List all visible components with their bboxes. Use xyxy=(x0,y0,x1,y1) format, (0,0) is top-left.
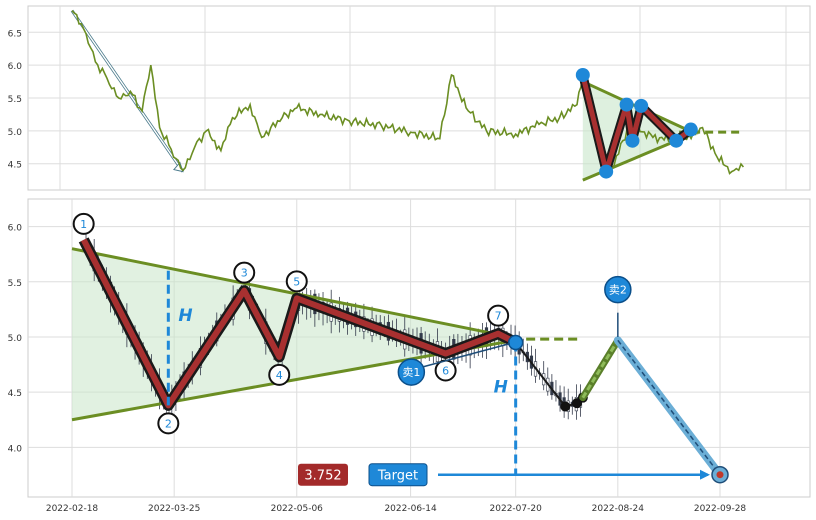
pivot-label-text: 6 xyxy=(442,365,449,378)
pivot-label-circle xyxy=(72,212,95,235)
detail-x-tick-label: 2022-07-20 xyxy=(490,504,543,514)
target-value-text: 3.752 xyxy=(304,469,341,484)
detail-x-tick-labels: 2022-02-18 2022-03-25 2022-05-06 2022-06-14… xyxy=(46,504,747,514)
pivot-label-circle xyxy=(233,261,256,284)
detail-y-tick-label: 5.0 xyxy=(8,334,23,344)
overview-pivot-point xyxy=(599,164,614,179)
overview-y-tick-label: 5.5 xyxy=(8,95,22,105)
target-point-inner xyxy=(716,471,724,479)
detail-breakout-point xyxy=(507,334,524,351)
detail-forecast-point xyxy=(560,401,571,412)
detail-zigzag xyxy=(78,237,519,411)
overview-pivot-point xyxy=(634,98,649,113)
sell-label-text: 卖2 xyxy=(609,284,627,297)
overview-pattern xyxy=(575,68,744,182)
sell-label-circle xyxy=(604,275,632,304)
overview-pivot-point xyxy=(575,68,590,82)
overview-arrow-head xyxy=(172,161,184,173)
detail-forecast xyxy=(507,334,724,479)
pivot-label-text: 7 xyxy=(495,310,502,323)
pivot-label-text: 3 xyxy=(241,267,248,280)
detail-x-tick-label: 2022-02-18 xyxy=(46,504,99,514)
detail-x-tick-label: 2022-09-28 xyxy=(694,504,747,514)
overview-arrow-core xyxy=(71,10,184,172)
pivot-label-text: 2 xyxy=(165,417,172,430)
target-label-text: Target xyxy=(377,469,418,484)
detail-x-tick-label: 2022-08-24 xyxy=(592,504,645,514)
pivot-label-circle xyxy=(487,304,510,327)
sell-label-text: 卖1 xyxy=(402,366,420,379)
sell-label-circle xyxy=(397,358,426,386)
detail-zigzag-inner xyxy=(81,238,518,409)
overview-y-tick-label: 5.0 xyxy=(8,128,23,138)
overview-pivot-point xyxy=(625,133,640,148)
pivot-label-text: 4 xyxy=(276,369,283,382)
overview-pivot-point xyxy=(683,122,698,137)
sell-1-pointer xyxy=(423,342,511,368)
target-label-box xyxy=(368,463,428,487)
detail-h-label-2: H xyxy=(494,378,508,398)
overview-y-tick-labels: 6.5 6.0 5.5 5.0 4.5 xyxy=(8,29,23,170)
detail-x-tick-label: 2022-03-25 xyxy=(148,504,200,514)
detail-x-tick-label: 2022-06-14 xyxy=(384,504,437,514)
pivot-label-circle xyxy=(157,412,180,435)
overview-decline-arrow xyxy=(70,9,185,173)
detail-y-tick-labels: 6.0 5.5 5.0 4.5 4.0 xyxy=(8,224,23,455)
detail-y-tick-label: 5.5 xyxy=(8,279,22,289)
overview-y-tick-label: 6.5 xyxy=(8,29,22,39)
detail-x-tick-label: 2022-05-06 xyxy=(271,504,324,514)
pivot-label-text: 1 xyxy=(80,218,87,231)
overview-panel: 6.5 6.0 5.5 5.0 4.5 xyxy=(8,5,811,191)
detail-y-tick-label: 6.0 xyxy=(8,224,23,234)
pivot-label-text: 5 xyxy=(293,275,300,288)
detail-rally-inner xyxy=(581,339,620,399)
detail-panel: 6.05.55.04.54.0 2022-02-18 2022-03-25 2022… xyxy=(8,198,811,514)
pivot-label-circle xyxy=(268,363,291,386)
detail-decline-inner xyxy=(617,339,721,476)
detail-target: 3.752 Target xyxy=(298,463,729,487)
pivot-label-circle xyxy=(285,270,308,293)
detail-pivot-labels: 1 2 3 4 5 6 7 卖1 卖2 xyxy=(72,212,632,435)
overview-pivot-point xyxy=(669,133,684,148)
detail-h-lines: HH xyxy=(166,270,518,475)
overview-y-tick-label: 6.0 xyxy=(8,62,23,72)
detail-h-label-1: H xyxy=(178,306,192,326)
overview-y-tick-label: 4.5 xyxy=(8,161,22,171)
detail-y-tick-label: 4.5 xyxy=(8,389,22,399)
target-value-box xyxy=(298,463,348,486)
overview-pivot-point xyxy=(619,97,634,112)
detail-y-tick-label: 4.0 xyxy=(8,444,23,454)
